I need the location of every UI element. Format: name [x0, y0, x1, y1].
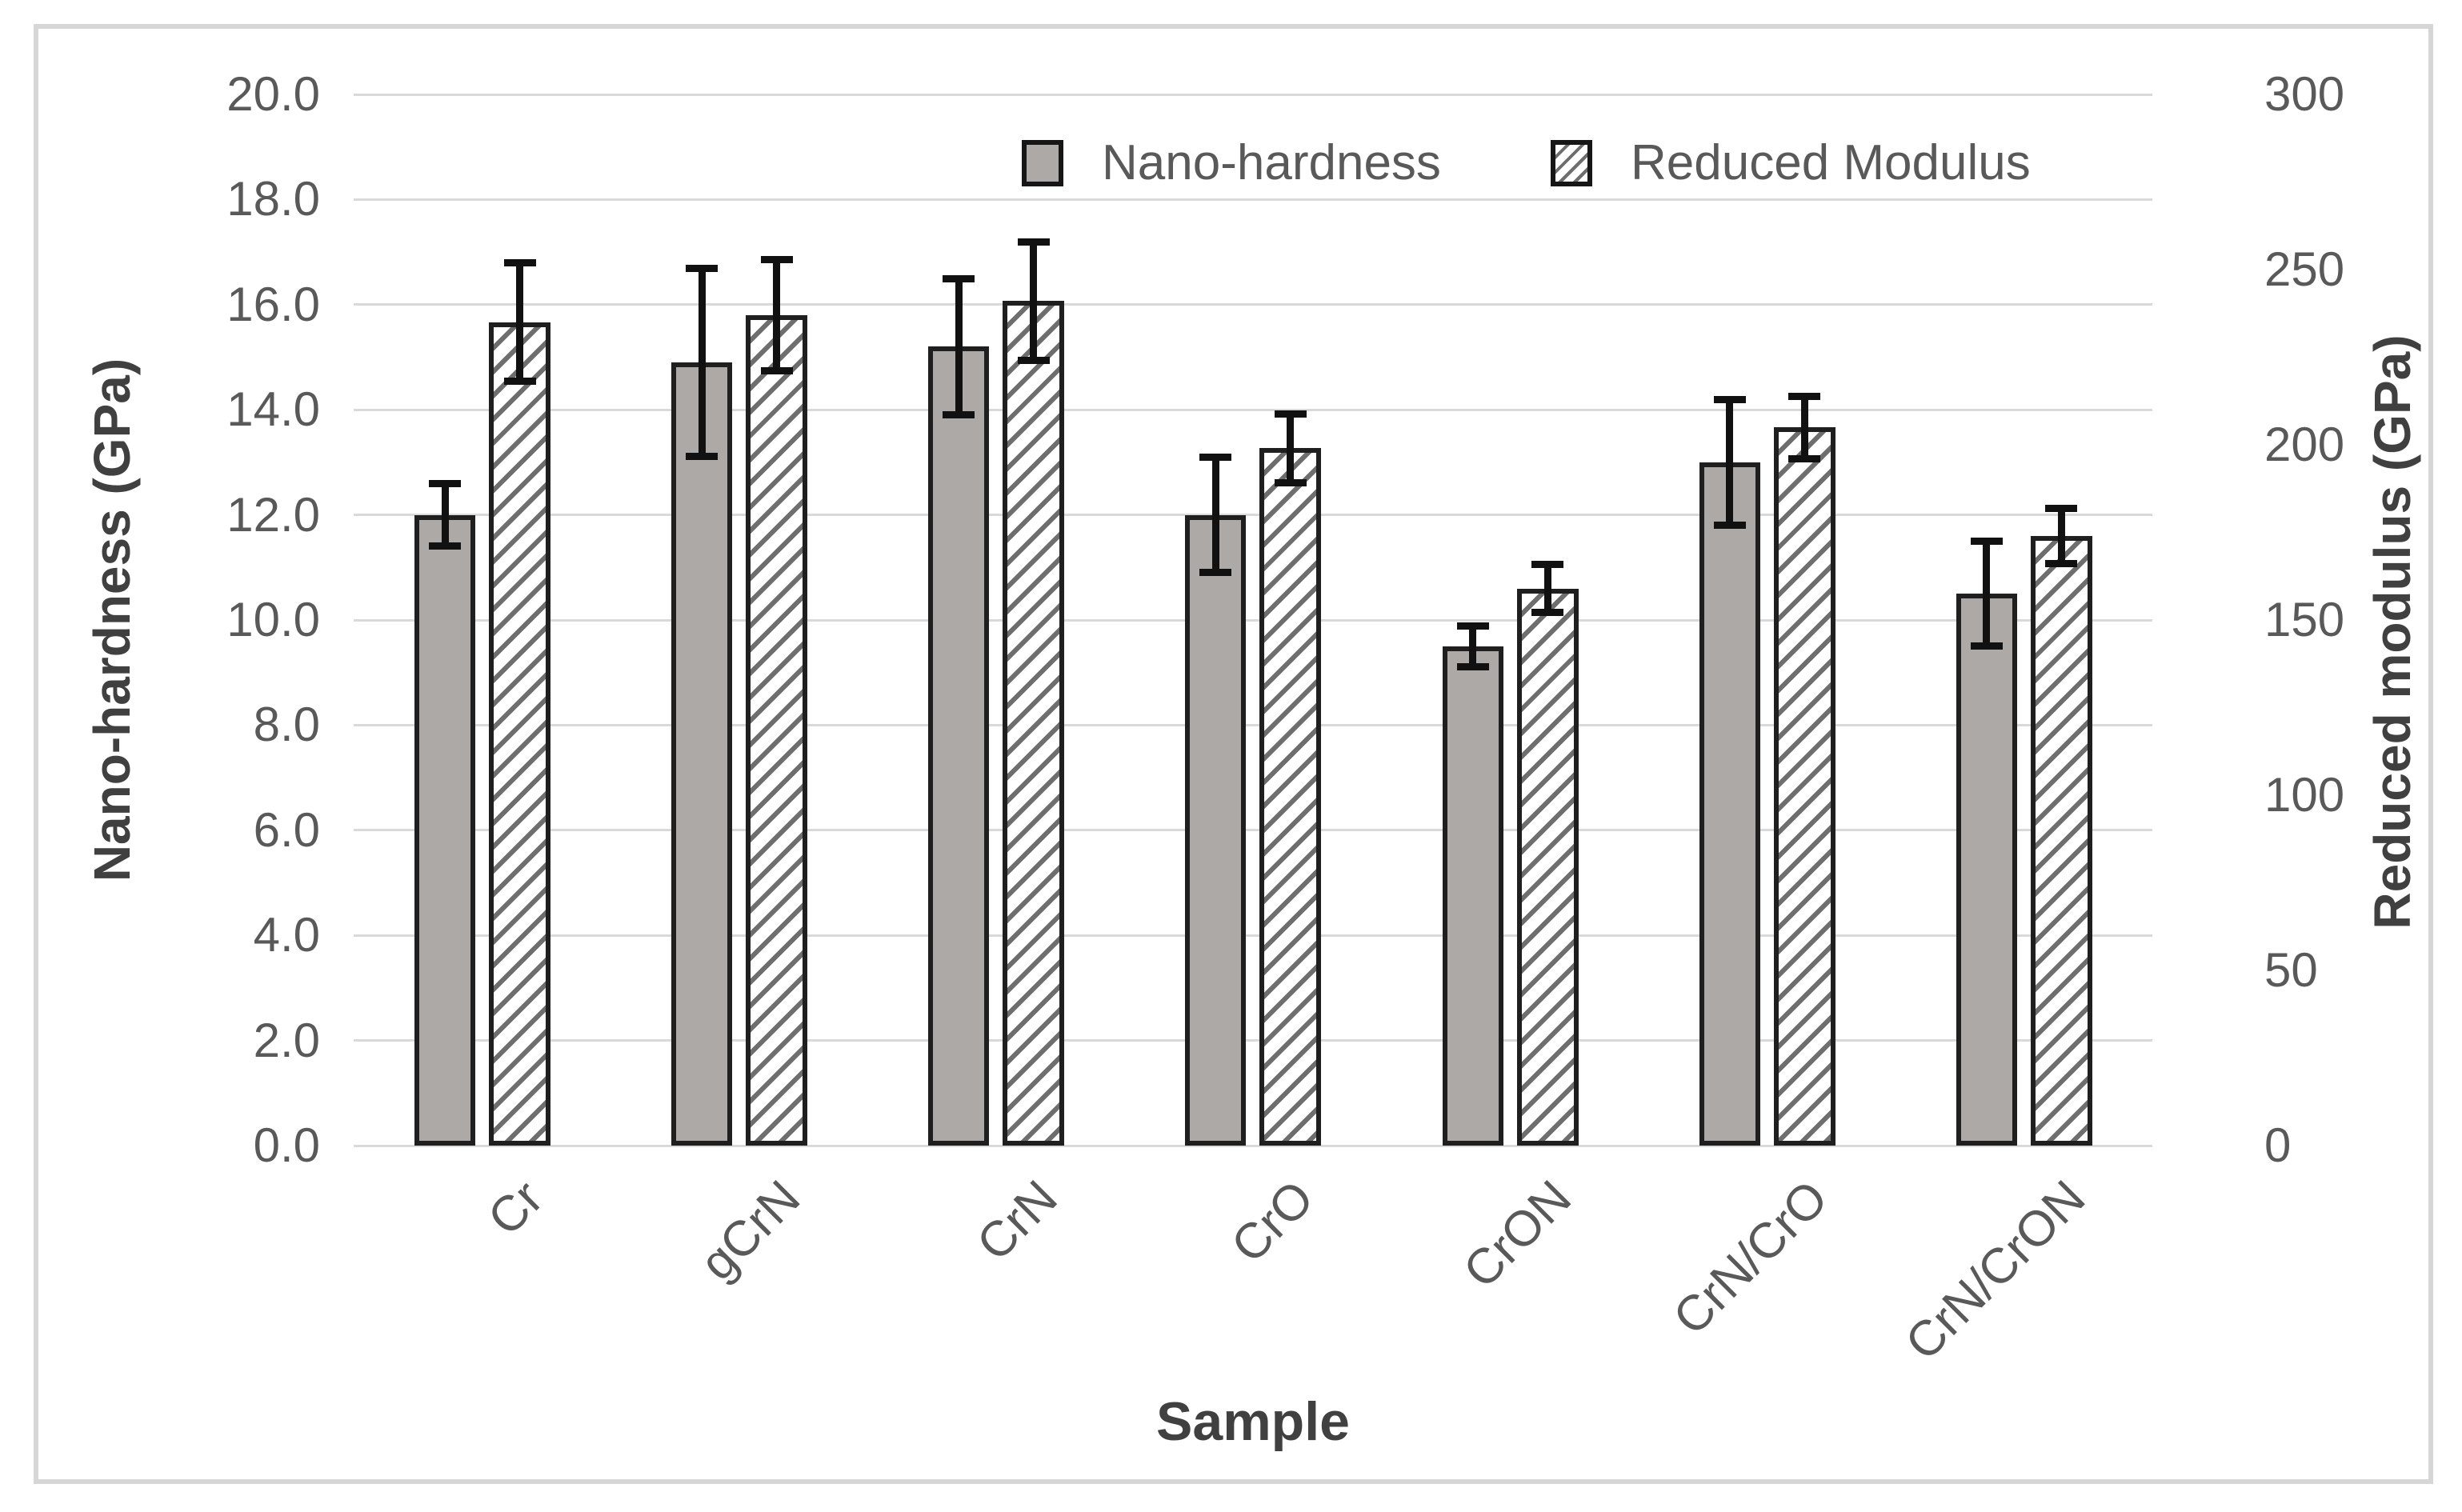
error-bar-cap [1199, 454, 1232, 462]
error-bar-line [516, 262, 523, 382]
gridline [354, 934, 2152, 937]
error-bar-cap [2045, 504, 2078, 512]
y-axis-tick-label: 18.0 [226, 172, 320, 226]
gridline [354, 618, 2152, 622]
bar-nano-hardness [1699, 462, 1760, 1146]
error-bar-cap [1274, 410, 1307, 418]
error-bar-cap [1456, 622, 1489, 630]
y-axis-tick-label: 14.0 [226, 382, 320, 437]
bar-nano-hardness [1185, 514, 1247, 1146]
y-axis-tick-label: 8.0 [253, 698, 320, 752]
error-bar-line [1543, 563, 1551, 614]
gridline [354, 93, 2152, 96]
error-bar-cap [1788, 392, 1821, 400]
y-axis-tick-label: 10.0 [226, 593, 320, 646]
error-bar-line [1983, 541, 1991, 646]
error-bar-line [698, 267, 706, 458]
gridline [354, 723, 2152, 726]
gridline [354, 303, 2152, 306]
error-bar-cap [686, 264, 719, 272]
error-bar-cap [503, 259, 536, 267]
error-bar-cap [1531, 609, 1564, 617]
y-axis-tick-label: 4.0 [253, 908, 320, 962]
error-bar-cap [686, 453, 719, 461]
gridline [354, 1144, 2152, 1147]
gridline [354, 829, 2152, 832]
bar-nano-hardness [414, 514, 475, 1146]
x-axis-title: Sample [1156, 1391, 1350, 1452]
y-axis-tick-label: 20.0 [226, 67, 320, 121]
bar-reduced-modulus [1003, 301, 1065, 1146]
error-bar-line [1211, 457, 1219, 573]
right-axis-title: Reduced modulus (GPa) [2364, 334, 2421, 930]
gridline [354, 408, 2152, 411]
legend-label-reduced-modulus: Reduced Modulus [1631, 135, 2031, 190]
bar-reduced-modulus [1773, 427, 1835, 1146]
bar-reduced-modulus [489, 322, 550, 1146]
error-bar-cap [1713, 521, 1746, 529]
error-bar-line [1469, 625, 1477, 668]
error-bar-cap [1788, 454, 1821, 462]
y2-axis-tick-label: 150 [2264, 593, 2345, 646]
y-axis-tick-label: 0.0 [253, 1118, 320, 1172]
error-bar-cap [429, 480, 461, 488]
error-bar-line [1287, 413, 1295, 484]
error-bar-cap [2045, 559, 2078, 567]
reduced-modulus-swatch-icon [1551, 139, 1592, 186]
nano-hardness-swatch-icon [1022, 139, 1063, 186]
legend-item-reduced-modulus: Reduced Modulus [1551, 134, 2031, 191]
error-bar-cap [760, 367, 793, 375]
y2-axis-tick-label: 0 [2264, 1118, 2292, 1172]
gridline [354, 514, 2152, 517]
bar-nano-hardness [928, 346, 990, 1146]
gridline [354, 1039, 2152, 1042]
error-bar-line [1726, 399, 1734, 526]
left-axis-title: Nano-hardness (GPa) [83, 358, 141, 882]
error-bar-cap [1970, 642, 2003, 650]
error-bar-cap [943, 410, 975, 418]
bar-nano-hardness [1956, 594, 2017, 1146]
error-bar-cap [1274, 479, 1307, 487]
error-bar-cap [1456, 663, 1489, 671]
y2-axis-tick-label: 50 [2264, 943, 2318, 997]
error-bar-cap [1017, 356, 1050, 364]
gridline [354, 198, 2152, 201]
error-bar-cap [1199, 568, 1232, 576]
error-bar-cap [1531, 560, 1564, 568]
bar-reduced-modulus [746, 314, 808, 1146]
error-bar-cap [1970, 538, 2003, 546]
y2-axis-tick-label: 300 [2264, 67, 2345, 121]
bar-nano-hardness [671, 362, 733, 1146]
error-bar-cap [1017, 238, 1050, 246]
y-axis-tick-label: 16.0 [226, 277, 320, 331]
error-bar-line [1800, 395, 1808, 459]
bar-reduced-modulus [2030, 535, 2092, 1146]
bar-nano-hardness [1442, 646, 1503, 1146]
error-bar-line [955, 278, 963, 415]
y-axis-tick-label: 12.0 [226, 487, 320, 542]
bar-reduced-modulus [1516, 588, 1579, 1146]
error-bar-line [1030, 241, 1038, 361]
error-bar-cap [503, 378, 536, 386]
error-bar-cap [760, 255, 793, 263]
y2-axis-tick-label: 200 [2264, 418, 2345, 471]
y2-axis-tick-label: 250 [2264, 242, 2345, 296]
y-axis-tick-label: 2.0 [253, 1013, 320, 1067]
error-bar-line [441, 483, 449, 546]
error-bar-cap [429, 542, 461, 550]
bar-reduced-modulus [1259, 448, 1322, 1146]
error-bar-line [773, 258, 781, 372]
legend-item-nano-hardness: Nano-hardness [1022, 134, 1441, 191]
error-bar-cap [1713, 396, 1746, 404]
error-bar-line [2057, 507, 2065, 564]
y-axis-tick-label: 6.0 [253, 802, 320, 857]
legend-label-nano-hardness: Nano-hardness [1102, 135, 1441, 190]
error-bar-cap [943, 274, 975, 282]
y2-axis-tick-label: 100 [2264, 768, 2345, 822]
